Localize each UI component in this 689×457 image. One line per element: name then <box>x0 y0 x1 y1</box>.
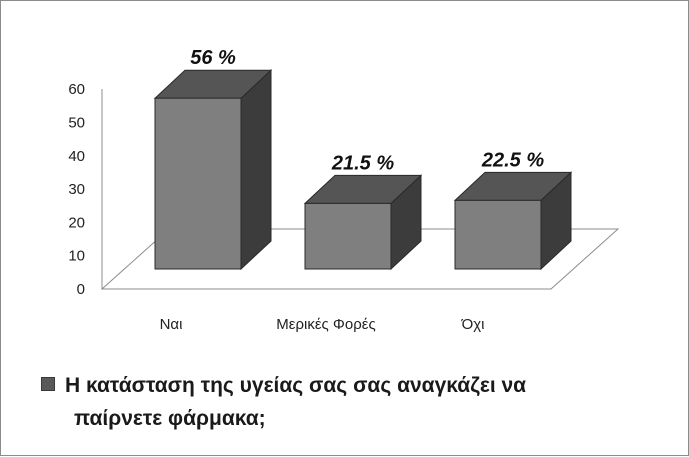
bar <box>453 171 573 271</box>
data-label: 22.5 % <box>481 149 544 171</box>
y-tick-label: 60 <box>68 81 85 98</box>
y-tick-label: 40 <box>68 148 85 165</box>
bar-front <box>454 199 542 270</box>
bar-front <box>304 202 392 270</box>
y-tick-label: 30 <box>68 181 85 198</box>
x-axis-labels: Ναι Μερικές Φορές Όχι <box>160 316 485 333</box>
legend-swatch <box>41 377 55 391</box>
data-label: 56 % <box>190 47 236 69</box>
y-tick-label: 50 <box>68 115 85 132</box>
y-axis-ticks: 0 10 20 30 40 50 60 <box>68 81 85 298</box>
x-tick-label: Μερικές Φορές <box>276 316 375 333</box>
bar-side <box>240 69 272 271</box>
bar <box>153 69 273 271</box>
legend-label-line2: παίρνετε φάρμακα; <box>74 407 266 430</box>
data-label: 21.5 % <box>331 152 394 174</box>
bar-front <box>154 97 242 270</box>
bar <box>303 174 423 271</box>
y-tick-label: 20 <box>68 214 85 231</box>
legend: Η κατάσταση της υγείας σας σας αναγκάζει… <box>41 369 671 435</box>
legend-label-line1: Η κατάσταση της υγείας σας σας αναγκάζει… <box>65 374 527 397</box>
bars: 56 % 21.5 % 22.5 % <box>153 47 573 271</box>
x-tick-label: Όχι <box>461 316 485 333</box>
y-tick-label: 10 <box>68 248 85 265</box>
y-tick-label: 0 <box>77 281 85 298</box>
x-tick-label: Ναι <box>160 316 183 333</box>
